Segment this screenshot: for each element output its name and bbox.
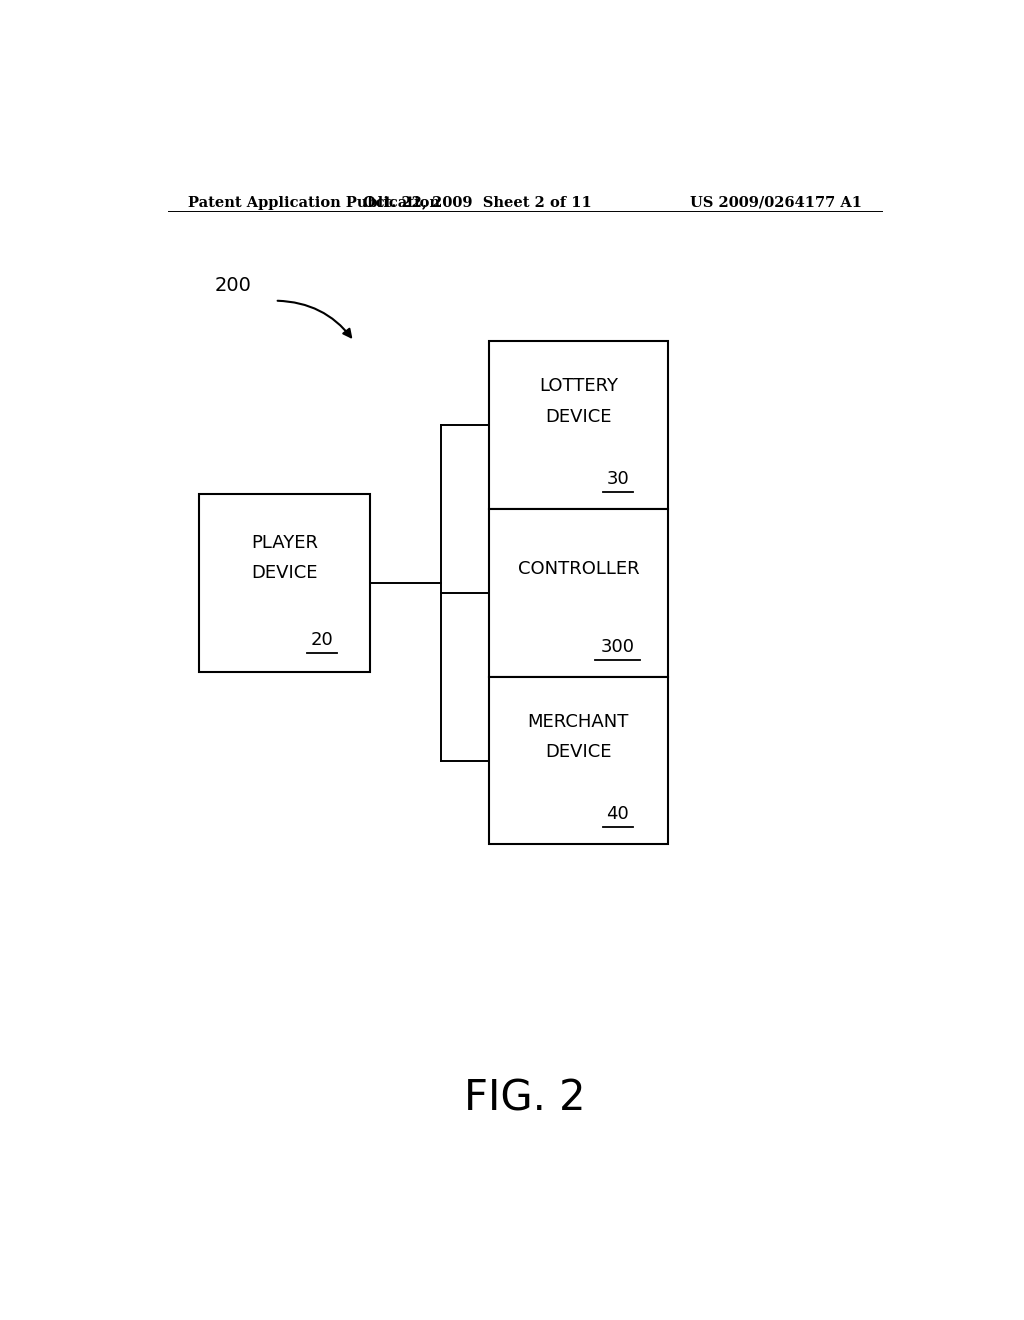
Text: CONTROLLER: CONTROLLER <box>517 561 639 578</box>
Bar <box>489 510 668 677</box>
Text: Patent Application Publication: Patent Application Publication <box>187 195 439 210</box>
Text: 30: 30 <box>606 470 629 488</box>
Text: 40: 40 <box>606 805 629 824</box>
Text: PLAYER: PLAYER <box>251 533 318 552</box>
Bar <box>489 342 668 510</box>
Text: DEVICE: DEVICE <box>545 408 611 426</box>
Text: Oct. 22, 2009  Sheet 2 of 11: Oct. 22, 2009 Sheet 2 of 11 <box>362 195 592 210</box>
Text: 20: 20 <box>311 631 334 648</box>
Text: FIG. 2: FIG. 2 <box>464 1077 586 1119</box>
Text: DEVICE: DEVICE <box>252 564 318 582</box>
Text: 200: 200 <box>214 276 251 294</box>
Text: DEVICE: DEVICE <box>545 743 611 762</box>
Text: MERCHANT: MERCHANT <box>527 713 629 731</box>
Bar <box>200 494 370 672</box>
Bar <box>489 677 668 845</box>
Text: US 2009/0264177 A1: US 2009/0264177 A1 <box>690 195 862 210</box>
Text: 300: 300 <box>601 638 635 656</box>
Text: LOTTERY: LOTTERY <box>539 378 617 396</box>
